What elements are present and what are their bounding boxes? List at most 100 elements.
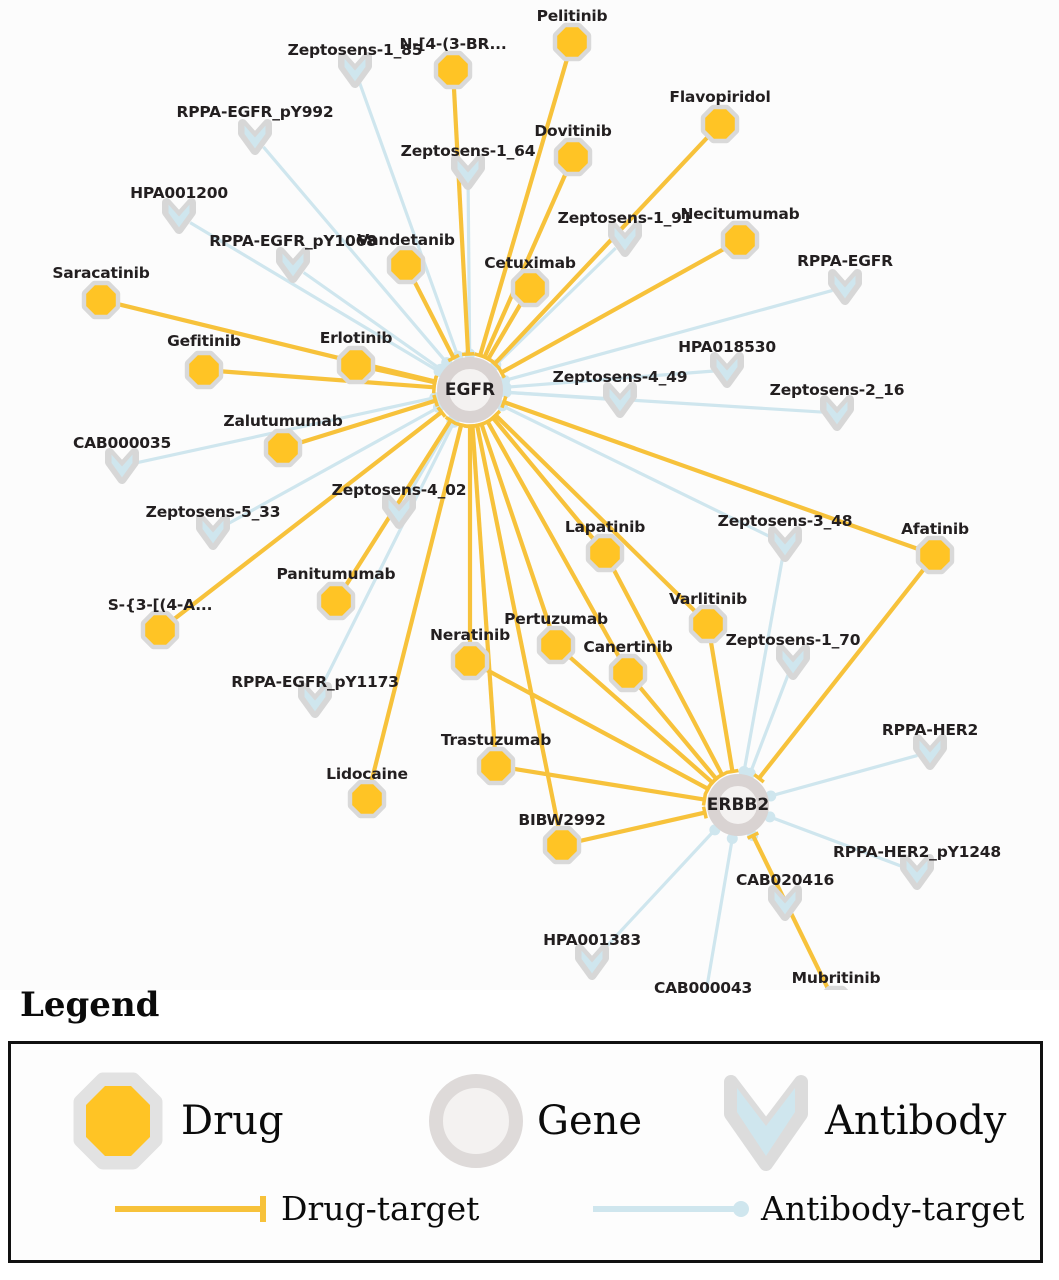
- graph-edge: [475, 424, 562, 833]
- graph-edge: [704, 838, 734, 990]
- edge-endpoint-bar: [710, 773, 722, 785]
- drug-node[interactable]: [476, 746, 516, 786]
- graph-edge: [501, 404, 775, 540]
- graph-edge: [368, 365, 436, 385]
- network-diagram-canvas: Zeptosens-1_85 RPPA-EGFR_pY992 Zeptosens-1…: [52, 7, 1002, 997]
- antibody-node[interactable]: [105, 448, 139, 484]
- antibody-node[interactable]: [162, 198, 196, 234]
- antibody-node[interactable]: [575, 944, 609, 980]
- edge-endpoint-bar: [444, 415, 457, 426]
- drug-node-shape: [557, 27, 587, 57]
- graph-edge: [508, 765, 705, 802]
- antibody-node[interactable]: [710, 352, 744, 388]
- legend-box: Drug Gene Antibody Drug-target: [8, 1041, 1043, 1263]
- legend-label-drug: Drug: [181, 1098, 284, 1144]
- drug-node[interactable]: [720, 220, 760, 260]
- drug-node-shape: [481, 751, 511, 781]
- drug-node-shape: [391, 250, 421, 280]
- drug-node[interactable]: [700, 104, 740, 144]
- drug-node[interactable]: [347, 779, 387, 819]
- antibody-node[interactable]: [776, 644, 810, 680]
- antibody-node[interactable]: [820, 395, 854, 431]
- edge-endpoint-bar: [470, 422, 484, 429]
- drug-node[interactable]: [536, 625, 576, 665]
- drug-node[interactable]: [386, 245, 426, 285]
- edge-endpoint-bar: [701, 793, 708, 806]
- drug-node[interactable]: [552, 22, 592, 62]
- graph-edge: [504, 288, 833, 383]
- drug-node[interactable]: [433, 50, 473, 90]
- edge-endpoint-bar: [447, 353, 460, 363]
- drug-node[interactable]: [608, 653, 648, 693]
- gene-node[interactable]: [707, 774, 769, 836]
- graph-edge: [609, 563, 724, 776]
- graph-edge: [503, 400, 924, 553]
- legend-label-drug-target: Drug-target: [281, 1189, 480, 1228]
- drug-node-halo: [81, 280, 121, 320]
- graph-edge: [368, 424, 464, 787]
- drug-node-halo: [316, 581, 356, 621]
- drug-node-shape: [341, 350, 371, 380]
- legend-item-gene: Gene: [421, 1066, 642, 1176]
- edge-endpoint-bar: [462, 351, 475, 357]
- antibody-node[interactable]: [828, 269, 862, 305]
- drug-node[interactable]: [915, 535, 955, 575]
- graph-edge: [168, 410, 443, 624]
- drug-node-shape: [613, 658, 643, 688]
- drug-node[interactable]: [553, 137, 593, 177]
- drug-node-halo: [140, 610, 180, 650]
- antibody-node[interactable]: [768, 885, 802, 921]
- antibody-target-edge-icon: [593, 1200, 749, 1217]
- antibody-node-shape: [168, 204, 190, 228]
- antibody-node[interactable]: [196, 514, 230, 550]
- graph-edge: [482, 168, 570, 358]
- drug-node[interactable]: [450, 641, 490, 681]
- drug-node[interactable]: [510, 268, 550, 308]
- antibody-node-shape: [581, 950, 603, 974]
- graph-edge: [302, 271, 442, 371]
- drug-node[interactable]: [263, 428, 303, 468]
- antibody-node[interactable]: [298, 682, 332, 718]
- drug-node[interactable]: [81, 280, 121, 320]
- antibody-node[interactable]: [238, 119, 272, 155]
- graph-edge: [634, 681, 718, 781]
- drug-node-shape: [541, 630, 571, 660]
- drug-octagon-icon: [73, 1072, 163, 1170]
- drug-node[interactable]: [336, 345, 376, 385]
- drug-node-halo: [433, 50, 473, 90]
- edge-endpoint-bar: [432, 394, 440, 407]
- legend-label-gene: Gene: [537, 1098, 643, 1144]
- graph-edge: [470, 425, 498, 754]
- legend-item-antibody: Antibody: [711, 1066, 1006, 1176]
- drug-node[interactable]: [688, 604, 728, 644]
- graph-edge: [494, 413, 701, 617]
- drug-node-halo: [542, 825, 582, 865]
- antibody-node[interactable]: [768, 526, 802, 562]
- drug-node[interactable]: [542, 825, 582, 865]
- antibody-node-shape: [202, 520, 224, 544]
- antibody-node[interactable]: [603, 382, 637, 418]
- antibody-node[interactable]: [276, 247, 310, 283]
- antibody-node[interactable]: [900, 854, 934, 890]
- drug-node-halo: [585, 533, 625, 573]
- edge-endpoint-dot: [500, 386, 512, 398]
- antibody-node[interactable]: [338, 52, 372, 88]
- drug-node-halo: [553, 137, 593, 177]
- graph-edge: [357, 81, 460, 357]
- antibody-node[interactable]: [913, 734, 947, 770]
- drug-node[interactable]: [316, 581, 356, 621]
- drug-node[interactable]: [585, 533, 625, 573]
- drug-node[interactable]: [184, 350, 224, 390]
- legend-item-antibody-target-edge: Antibody-target: [589, 1192, 1024, 1225]
- antibody-node[interactable]: [608, 221, 642, 257]
- antibody-node[interactable]: [382, 493, 416, 529]
- antibody-chevron-icon: [724, 1075, 808, 1171]
- gene-node[interactable]: [437, 357, 503, 423]
- antibody-node[interactable]: [451, 154, 485, 190]
- graph-edge: [491, 416, 599, 545]
- gene-node-label: ERBB2: [706, 795, 770, 815]
- drug-node[interactable]: [140, 610, 180, 650]
- graph-edge: [757, 563, 929, 780]
- antibody-node-shape: [834, 275, 856, 299]
- graph-edge: [216, 368, 435, 390]
